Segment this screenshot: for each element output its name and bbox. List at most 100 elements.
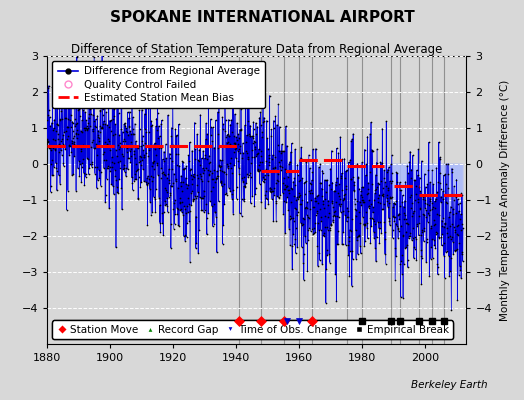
Point <box>270 165 279 171</box>
Point <box>322 177 330 184</box>
Point <box>154 134 162 141</box>
Point <box>195 146 203 153</box>
Point <box>172 176 181 182</box>
Point <box>70 138 78 145</box>
Point <box>368 146 376 153</box>
Point <box>56 116 64 122</box>
Point <box>330 188 338 194</box>
Point <box>307 196 315 203</box>
Point <box>320 233 329 240</box>
Point <box>119 166 127 172</box>
Point <box>144 152 152 159</box>
Point <box>427 222 435 229</box>
Point <box>89 126 97 132</box>
Point <box>167 245 175 251</box>
Point <box>293 194 301 201</box>
Point <box>121 122 129 129</box>
Point <box>160 208 168 215</box>
Point <box>432 195 440 202</box>
Point <box>43 136 52 142</box>
Point <box>414 199 422 205</box>
Point <box>424 210 432 216</box>
Legend: Station Move, Record Gap, Time of Obs. Change, Empirical Break: Station Move, Record Gap, Time of Obs. C… <box>52 320 453 339</box>
Point <box>168 166 177 172</box>
Point <box>448 234 456 240</box>
Point <box>352 212 360 219</box>
Point <box>126 128 134 134</box>
Point <box>53 104 62 111</box>
Point <box>122 125 130 131</box>
Point <box>137 162 145 168</box>
Point <box>230 133 238 139</box>
Point <box>80 125 88 132</box>
Point <box>432 230 441 236</box>
Point <box>348 256 357 262</box>
Point <box>269 165 277 172</box>
Point <box>387 180 395 186</box>
Point <box>228 129 236 135</box>
Point <box>111 166 119 173</box>
Point <box>367 222 376 229</box>
Point <box>150 194 158 200</box>
Point <box>100 149 108 155</box>
Point <box>445 223 454 230</box>
Point <box>333 213 341 220</box>
Point <box>224 116 233 123</box>
Point <box>240 183 248 189</box>
Point <box>252 120 260 126</box>
Point <box>77 148 85 154</box>
Point <box>213 173 222 180</box>
Point <box>276 163 285 170</box>
Point <box>223 192 231 198</box>
Point <box>446 233 454 240</box>
Point <box>442 200 451 206</box>
Point <box>61 115 69 122</box>
Point <box>124 132 132 138</box>
Point <box>385 200 394 206</box>
Point <box>345 227 354 233</box>
Point <box>125 115 133 121</box>
Point <box>235 210 244 216</box>
Point <box>436 199 445 206</box>
Point <box>220 169 228 176</box>
Point <box>294 196 302 203</box>
Point <box>86 123 95 129</box>
Point <box>61 146 70 152</box>
Point <box>113 189 122 196</box>
Point <box>243 75 252 81</box>
Point <box>170 220 179 227</box>
Point <box>219 121 227 127</box>
Point <box>271 113 280 119</box>
Point <box>291 205 299 212</box>
Point <box>388 234 397 241</box>
Point <box>135 158 143 165</box>
Point <box>99 151 107 157</box>
Point <box>53 168 61 174</box>
Point <box>285 161 293 167</box>
Point <box>389 213 398 220</box>
Point <box>224 163 233 170</box>
Point <box>265 162 273 168</box>
Point <box>185 139 194 146</box>
Point <box>433 189 441 195</box>
Point <box>348 136 356 142</box>
Point <box>332 199 340 205</box>
Point <box>452 176 461 183</box>
Point <box>110 113 118 119</box>
Point <box>236 150 245 156</box>
Point <box>134 144 142 151</box>
Point <box>266 188 274 194</box>
Point <box>124 155 133 161</box>
Point <box>250 154 258 160</box>
Point <box>181 238 189 244</box>
Point <box>438 231 446 238</box>
Point <box>208 176 216 182</box>
Point <box>334 150 343 156</box>
Point <box>67 124 75 130</box>
Point <box>425 207 434 213</box>
Point <box>291 250 300 256</box>
Point <box>454 232 462 238</box>
Point <box>221 128 230 134</box>
Point <box>82 117 90 124</box>
Point <box>387 161 395 168</box>
